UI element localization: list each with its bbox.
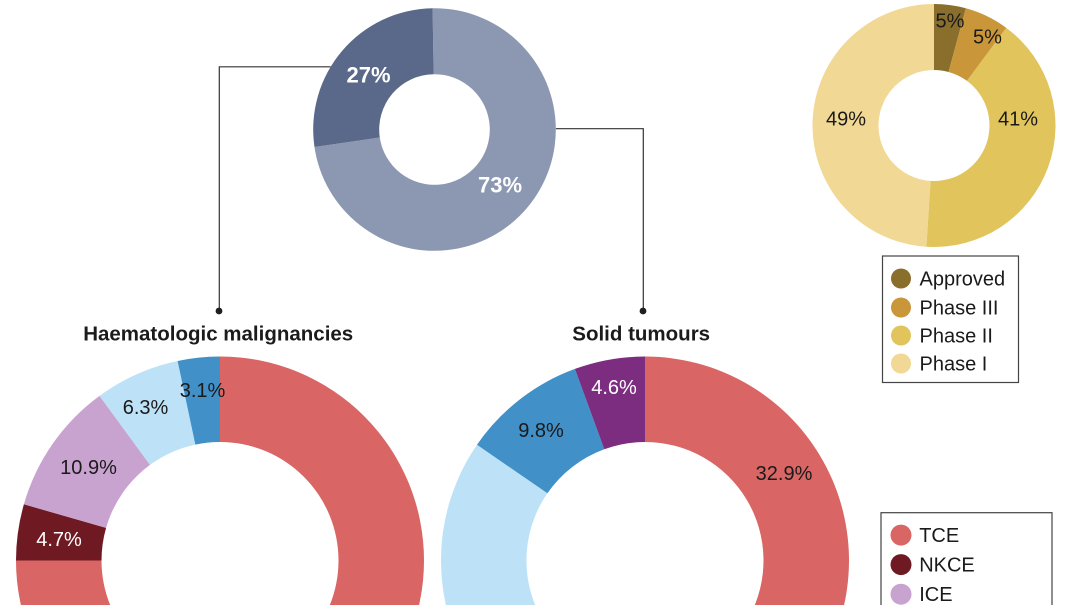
svg-text:10.9%: 10.9% <box>60 457 117 479</box>
svg-text:73%: 73% <box>478 173 522 198</box>
svg-text:41%: 41% <box>998 109 1038 131</box>
svg-text:4.6%: 4.6% <box>591 377 637 399</box>
svg-text:Haematologic malignancies: Haematologic malignancies <box>83 323 353 346</box>
svg-text:49%: 49% <box>826 109 866 131</box>
svg-text:NKCE: NKCE <box>919 555 975 577</box>
svg-text:Phase I: Phase I <box>920 354 988 376</box>
svg-text:6.3%: 6.3% <box>123 397 169 419</box>
svg-text:3.1%: 3.1% <box>180 380 226 402</box>
svg-text:5%: 5% <box>973 27 1002 49</box>
svg-text:ICE: ICE <box>919 584 952 605</box>
svg-text:27%: 27% <box>346 62 390 87</box>
svg-text:32.9%: 32.9% <box>756 463 813 485</box>
svg-text:5%: 5% <box>936 11 965 33</box>
svg-text:Phase III: Phase III <box>920 298 999 320</box>
svg-text:4.7%: 4.7% <box>36 529 82 551</box>
svg-text:Phase II: Phase II <box>920 326 993 348</box>
svg-text:TCE: TCE <box>919 525 959 547</box>
svg-text:Solid tumours: Solid tumours <box>572 323 710 346</box>
svg-text:9.8%: 9.8% <box>518 420 564 442</box>
svg-text:Approved: Approved <box>920 269 1006 291</box>
